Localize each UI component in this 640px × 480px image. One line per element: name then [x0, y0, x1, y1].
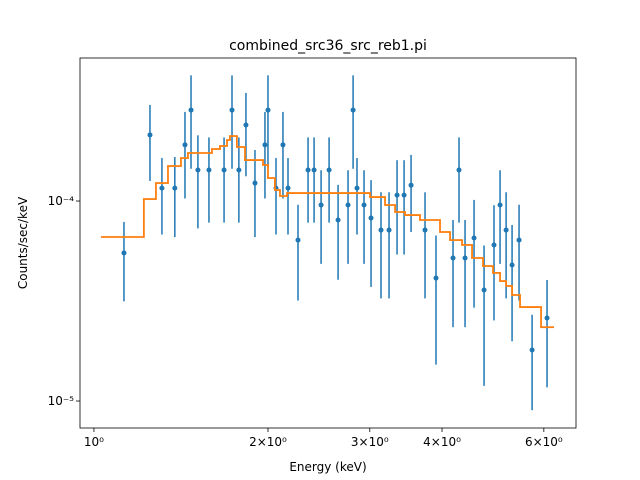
data-point: [318, 202, 324, 208]
data-point: [471, 235, 477, 241]
data-point: [503, 227, 509, 233]
data-point: [422, 227, 428, 233]
data-point: [305, 167, 311, 173]
x-tick-label: 3×10⁰: [351, 435, 389, 449]
data-point: [408, 182, 414, 188]
data-point: [206, 167, 212, 173]
data-point: [252, 180, 258, 186]
y-tick-label: 10⁻⁴: [48, 194, 75, 208]
data-point: [182, 142, 188, 148]
data-point: [354, 185, 360, 191]
data-point: [394, 192, 400, 198]
y-tick-label: 10⁻⁵: [48, 394, 75, 408]
data-point: [345, 202, 351, 208]
data-point: [481, 287, 487, 293]
data-point: [378, 227, 384, 233]
data-point: [265, 107, 271, 113]
plot-frame: [79, 57, 577, 429]
x-axis-label: Energy (keV): [289, 460, 366, 474]
data-point: [386, 227, 392, 233]
x-tick-label: 4×10⁰: [423, 435, 461, 449]
data-point: [509, 262, 515, 268]
data-point: [280, 142, 286, 148]
data-point: [262, 142, 268, 148]
data-point: [350, 107, 356, 113]
data-point: [221, 167, 227, 173]
data-point: [401, 192, 407, 198]
data-point: [544, 315, 550, 321]
data-point: [159, 185, 165, 191]
chart-title: combined_src36_src_reb1.pi: [229, 38, 427, 54]
data-point: [529, 347, 535, 353]
data-point: [188, 107, 194, 113]
data-point: [147, 132, 153, 138]
data-point: [456, 167, 462, 173]
data-point: [433, 275, 439, 281]
y-axis-label: Counts/sec/keV: [16, 196, 30, 289]
x-tick-label: 6×10⁰: [525, 435, 563, 449]
data-point: [243, 122, 249, 128]
x-tick-label: 10⁰: [84, 435, 104, 449]
data-point: [516, 237, 522, 243]
data-point: [462, 255, 468, 261]
data-point: [295, 237, 301, 243]
x-tick-label: 2×10⁰: [249, 435, 287, 449]
data-point: [368, 215, 374, 221]
data-point: [361, 202, 367, 208]
data-point: [172, 185, 178, 191]
data-point: [121, 250, 127, 256]
data-point: [491, 242, 497, 248]
data-point: [326, 167, 332, 173]
data-point: [497, 202, 503, 208]
data-point: [311, 167, 317, 173]
data-point: [195, 167, 201, 173]
data-point: [335, 217, 341, 223]
data-point: [236, 167, 242, 173]
data-point: [450, 255, 456, 261]
data-point: [229, 107, 235, 113]
data-point: [285, 185, 291, 191]
